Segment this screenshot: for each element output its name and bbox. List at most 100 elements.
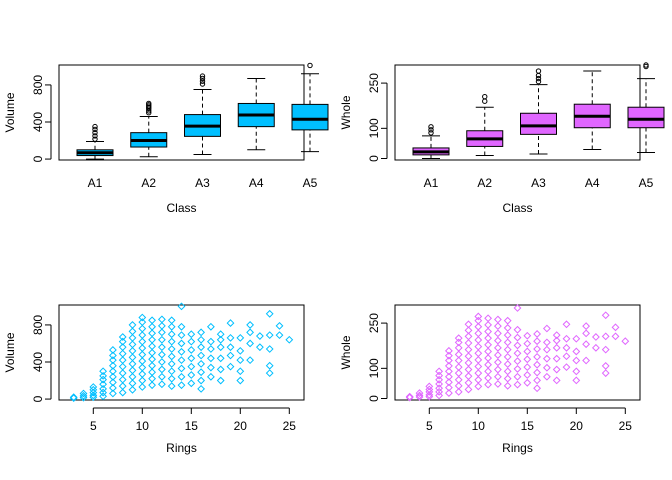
- data-point: [454, 350, 463, 359]
- data-point: [255, 343, 264, 352]
- data-point: [542, 345, 551, 354]
- y-tick-label: 400: [31, 352, 45, 372]
- x-tick-label: A3: [195, 176, 210, 190]
- data-point: [216, 376, 225, 385]
- data-point: [503, 345, 512, 354]
- data-point: [206, 354, 215, 363]
- points: [405, 304, 630, 402]
- data-point: [425, 390, 434, 399]
- data-point: [157, 358, 166, 366]
- y-tick-label: 800: [31, 75, 45, 95]
- data-point: [167, 374, 176, 383]
- x-tick-label: A3: [531, 176, 546, 190]
- data-point: [474, 329, 483, 338]
- data-point: [265, 345, 274, 353]
- data-point: [148, 355, 157, 364]
- data-point: [128, 366, 137, 375]
- data-point: [454, 381, 463, 390]
- data-point: [255, 332, 264, 340]
- data-point: [99, 392, 108, 401]
- data-point: [513, 333, 522, 342]
- x-tick-label: 15: [185, 419, 199, 433]
- x-tick-label: A4: [249, 176, 264, 190]
- data-point: [236, 367, 245, 376]
- data-point: [246, 321, 255, 329]
- data-point: [444, 378, 453, 387]
- data-point: [493, 358, 502, 367]
- data-point: [108, 367, 117, 376]
- outlier-point: [428, 130, 434, 136]
- iqr-box: [291, 103, 329, 131]
- outlier-point: [92, 126, 98, 133]
- data-point: [118, 375, 127, 384]
- data-point: [444, 389, 453, 397]
- box-A4: [237, 77, 275, 151]
- data-point: [236, 356, 245, 365]
- data-point: [216, 354, 225, 363]
- x-tick-label: A2: [141, 176, 156, 190]
- data-point: [572, 367, 581, 376]
- data-point: [533, 337, 542, 346]
- box-A3: [184, 73, 221, 155]
- data-point: [582, 329, 591, 338]
- data-point: [177, 339, 186, 348]
- data-point: [187, 337, 196, 346]
- data-point: [128, 379, 137, 388]
- x-tick-label: 25: [283, 419, 297, 433]
- outlier-point: [146, 110, 152, 116]
- data-point: [493, 315, 502, 324]
- y-tick-label: 250: [367, 73, 381, 93]
- data-point: [503, 331, 512, 340]
- data-point: [493, 322, 502, 331]
- outlier-point: [535, 78, 542, 85]
- data-point: [601, 345, 610, 354]
- data-point: [177, 356, 186, 365]
- x-tick-label: 25: [619, 419, 633, 433]
- volume-vs-rings-scatter: 0 400 800 Volume Rings 5 10 15 20 25: [3, 302, 305, 455]
- data-point: [435, 380, 444, 388]
- data-point: [464, 352, 473, 361]
- data-point: [523, 339, 532, 348]
- data-point: [474, 342, 483, 351]
- y-tick-label: 0: [367, 155, 381, 162]
- data-point: [484, 340, 493, 349]
- data-point: [523, 378, 532, 387]
- y-tick-label: 0: [31, 395, 45, 402]
- data-point: [503, 316, 512, 325]
- data-point: [157, 365, 166, 374]
- data-point: [484, 374, 493, 382]
- data-point: [464, 332, 473, 341]
- data-point: [236, 333, 245, 342]
- data-point: [484, 360, 493, 369]
- data-point: [79, 389, 88, 398]
- data-point: [415, 389, 424, 397]
- data-point: [197, 359, 206, 368]
- data-point: [118, 362, 127, 371]
- outlier-point: [92, 129, 98, 136]
- data-point: [464, 358, 473, 367]
- outlier-point: [199, 78, 206, 84]
- data-point: [454, 363, 463, 372]
- data-point: [187, 379, 196, 388]
- data-point: [69, 394, 78, 403]
- data-point: [157, 343, 166, 352]
- data-point: [621, 337, 630, 346]
- data-point: [157, 321, 166, 330]
- data-point: [503, 367, 512, 376]
- data-point: [157, 380, 166, 389]
- data-point: [118, 337, 127, 346]
- data-point: [513, 349, 522, 358]
- data-point: [435, 371, 444, 380]
- data-point: [246, 339, 255, 348]
- data-point: [148, 316, 157, 325]
- data-point: [108, 378, 117, 387]
- data-point: [246, 356, 255, 365]
- data-point: [89, 383, 98, 391]
- data-point: [226, 362, 235, 371]
- outlier-point: [482, 93, 488, 100]
- data-point: [197, 343, 206, 352]
- data-point: [108, 384, 117, 392]
- x-tick-label: A4: [585, 176, 600, 190]
- data-point: [206, 345, 215, 353]
- data-point: [167, 322, 176, 331]
